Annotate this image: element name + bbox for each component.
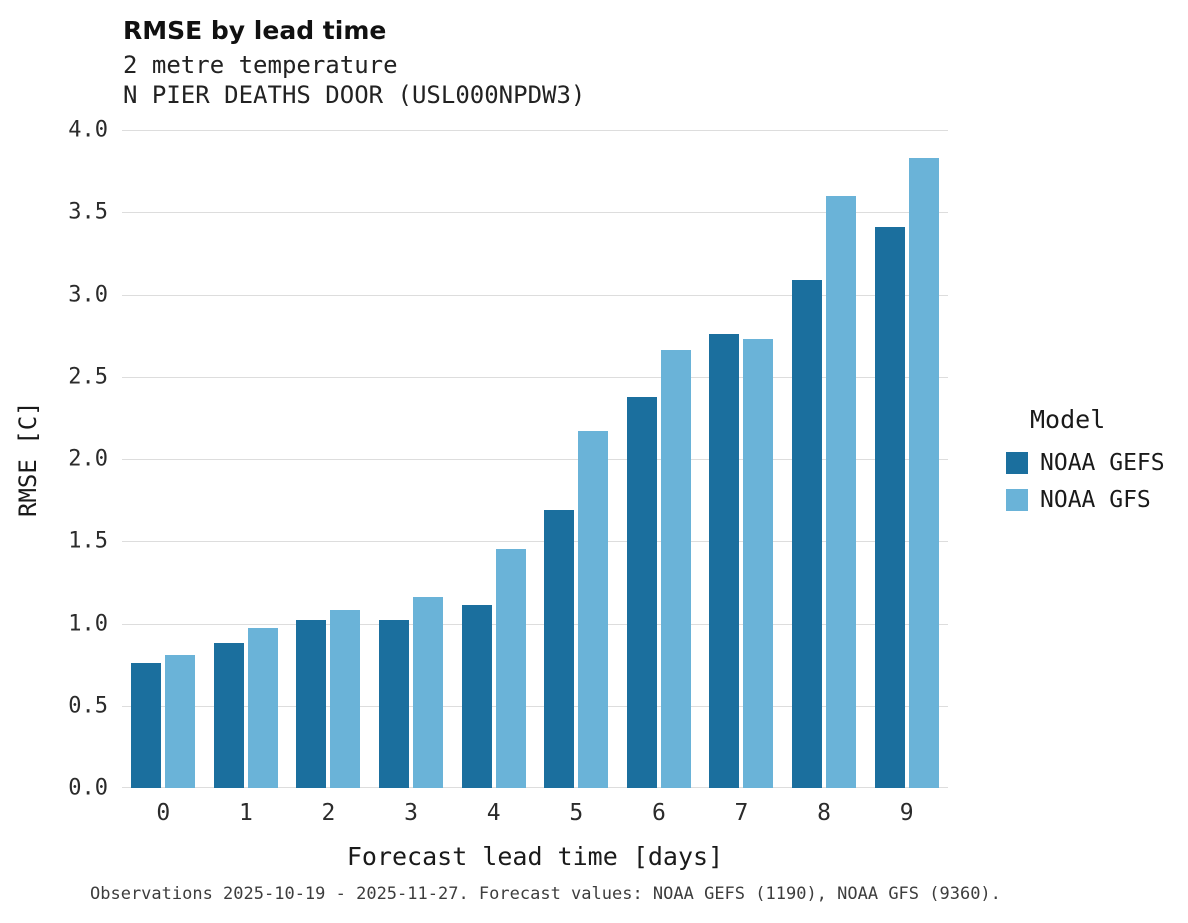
bar-group — [370, 130, 453, 788]
bar-noaa-gefs — [461, 605, 492, 788]
legend-title: Model — [1030, 405, 1106, 434]
legend-item: NOAA GFS — [1006, 487, 1165, 513]
bar-group — [205, 130, 288, 788]
x-tick-label: 7 — [734, 800, 749, 826]
chart-subtitle-variable: 2 metre temperature — [123, 51, 398, 79]
legend-swatch-icon — [1006, 452, 1028, 474]
x-tick-label: 1 — [238, 800, 253, 826]
bar-noaa-gefs — [792, 279, 823, 788]
gridline — [122, 705, 948, 707]
legend-item: NOAA GEFS — [1006, 450, 1165, 476]
legend: Model NOAA GEFS NOAA GFS — [1006, 405, 1165, 524]
bar-noaa-gefs — [626, 396, 657, 788]
bar-noaa-gefs — [131, 662, 162, 788]
bar-noaa-gfs — [826, 195, 857, 788]
chart-subtitle-station: N PIER DEATHS DOOR (USL000NPDW3) — [123, 81, 586, 109]
bar-group — [618, 130, 701, 788]
chart-title: RMSE by lead time — [123, 16, 387, 45]
legend-items: NOAA GEFS NOAA GFS — [1006, 450, 1165, 513]
gridline — [122, 376, 948, 378]
gridline — [122, 541, 948, 543]
y-tick-label: 4.0 — [68, 117, 108, 143]
x-tick-label: 2 — [321, 800, 336, 826]
x-tick-label: 4 — [486, 800, 501, 826]
y-axis-ticks: 0.0 0.5 1.0 1.5 2.0 2.5 3.0 3.5 4.0 — [0, 118, 108, 801]
gridline — [122, 212, 948, 214]
gridline — [122, 294, 948, 296]
bar-group — [287, 130, 370, 788]
x-tick-label: 8 — [817, 800, 832, 826]
gridline — [122, 623, 948, 625]
plot-area — [122, 130, 948, 788]
legend-swatch-icon — [1006, 489, 1028, 511]
legend-label: NOAA GFS — [1040, 487, 1151, 513]
y-tick-label: 0.5 — [68, 693, 108, 719]
bar-noaa-gefs — [296, 620, 327, 788]
bar-noaa-gfs — [413, 597, 444, 788]
bar-group — [122, 130, 205, 788]
gridline — [122, 459, 948, 460]
bar-noaa-gefs — [213, 643, 244, 788]
bar-noaa-gfs — [660, 350, 691, 788]
x-tick-label: 0 — [156, 800, 171, 826]
bar-noaa-gfs — [247, 628, 278, 788]
bar-noaa-gefs — [709, 333, 740, 788]
x-tick-label: 5 — [569, 800, 584, 826]
y-tick-label: 2.0 — [68, 446, 108, 472]
y-tick-label: 1.0 — [68, 611, 108, 636]
y-tick-label: 1.5 — [68, 528, 108, 554]
bar-noaa-gfs — [908, 157, 939, 788]
bar-noaa-gfs — [743, 338, 774, 788]
bar-noaa-gfs — [495, 549, 526, 788]
y-tick-label: 2.5 — [68, 364, 108, 390]
bar-group — [535, 130, 618, 788]
bar-noaa-gefs — [874, 227, 905, 788]
bar-group — [700, 130, 783, 788]
gridline — [122, 787, 948, 788]
caption: Observations 2025-10-19 - 2025-11-27. Fo… — [90, 884, 1001, 904]
x-tick-label: 3 — [404, 800, 419, 826]
bar-group — [452, 130, 535, 788]
x-tick-label: 9 — [899, 800, 914, 826]
legend-label: NOAA GEFS — [1040, 450, 1165, 476]
bar-group — [865, 130, 948, 788]
bar-noaa-gfs — [330, 610, 361, 788]
x-tick-label: 6 — [651, 800, 666, 826]
y-tick-label: 3.0 — [68, 282, 108, 307]
bar-noaa-gefs — [379, 620, 410, 788]
x-axis-label: Forecast lead time [days] — [346, 842, 724, 871]
bar-group — [783, 130, 866, 788]
bar-noaa-gfs — [578, 431, 609, 788]
y-tick-label: 0.0 — [68, 775, 108, 801]
bar-noaa-gefs — [544, 510, 575, 788]
bar-noaa-gfs — [165, 654, 196, 788]
gridline — [122, 130, 948, 131]
x-axis-ticks: 0 1 2 3 4 5 6 7 8 9 — [122, 800, 948, 832]
y-tick-label: 3.5 — [68, 199, 108, 225]
